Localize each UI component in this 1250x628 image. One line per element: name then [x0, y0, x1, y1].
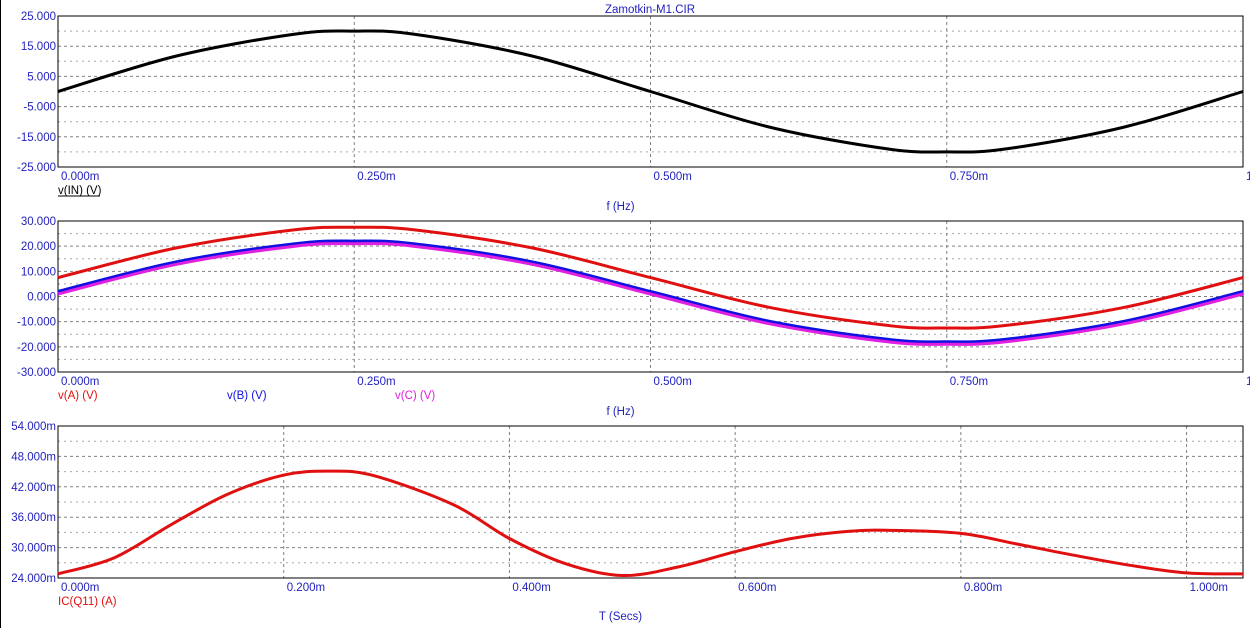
- x-tick-label: 0.250m: [357, 171, 395, 183]
- y-tick-label: -15.000: [17, 132, 56, 144]
- series-line: [57, 239, 1244, 344]
- x-tick-label: 1.000m: [1246, 376, 1250, 388]
- legend-entry: v(A) (V): [58, 390, 98, 402]
- y-tick-label: 42.000m: [11, 482, 56, 494]
- x-tick-label: 0.750m: [950, 171, 988, 183]
- legend-entry: IC(Q11) (A): [58, 596, 117, 608]
- x-tick-label: 0.500m: [654, 171, 692, 183]
- y-tick-label: 10.000: [21, 266, 56, 278]
- y-tick-label: -20.000: [17, 342, 56, 354]
- x-tick-label: 0.600m: [738, 582, 776, 594]
- y-tick-label: 24.000m: [11, 573, 56, 585]
- panel-vin: 25.000 15.000 5.000 -5.000 -15.000 -25.000 0.0…: [17, 11, 1250, 213]
- x-axis-label: f (Hz): [606, 406, 634, 418]
- x-tick-label: 0.000m: [61, 582, 99, 594]
- plot-frame: [57, 220, 1244, 373]
- y-tick-label: 48.000m: [11, 451, 56, 463]
- series-line: [57, 29, 1244, 154]
- plot-frame: [57, 425, 1244, 579]
- x-axis-label: f (Hz): [606, 201, 634, 213]
- y-tick-label: -5.000: [23, 102, 56, 114]
- x-tick-label: 0.250m: [357, 376, 395, 388]
- y-tick-label: 25.000: [21, 11, 56, 23]
- y-tick-label: -10.000: [17, 317, 56, 329]
- x-tick-label: 0.400m: [512, 582, 550, 594]
- panel-vabc: 30.000 20.000 10.000 0.000 -10.000 -20.000 -30…: [17, 216, 1250, 418]
- x-tick-label: 0.500m: [654, 376, 692, 388]
- y-tick-label: 5.000: [27, 71, 56, 83]
- window-title: Zamotkin-M1.CIR: [605, 4, 695, 16]
- x-tick-label: 1.000m: [1246, 171, 1250, 183]
- x-axis-label: T (Secs): [599, 611, 642, 623]
- legend-entry: v(C) (V): [395, 390, 435, 402]
- y-tick-label: 36.000m: [11, 512, 56, 524]
- x-tick-label: 1.000m: [1190, 582, 1228, 594]
- x-tick-label: 0.000m: [61, 171, 99, 183]
- x-tick-label: 0.200m: [287, 582, 325, 594]
- x-tick-label: 0.000m: [61, 376, 99, 388]
- series-line: [57, 242, 1244, 346]
- x-tick-label: 0.750m: [950, 376, 988, 388]
- x-tick-label: 0.800m: [964, 582, 1002, 594]
- y-tick-label: 0.000: [27, 292, 56, 304]
- y-tick-label: 15.000: [21, 41, 56, 53]
- y-tick-label: 54.000m: [11, 421, 56, 433]
- y-tick-label: -25.000: [17, 162, 56, 174]
- y-tick-label: 20.000: [21, 241, 56, 253]
- y-tick-label: 30.000m: [11, 543, 56, 555]
- series-line: [57, 225, 1244, 330]
- legend-entry: v(IN) (V): [58, 185, 102, 197]
- series-line: [57, 469, 1244, 578]
- y-tick-label: -30.000: [17, 367, 56, 379]
- y-tick-label: 30.000: [21, 216, 56, 228]
- panel-ic: 54.000m 48.000m 42.000m 36.000m 30.000m 24.00…: [11, 421, 1244, 623]
- legend-entry: v(B) (V): [227, 390, 267, 402]
